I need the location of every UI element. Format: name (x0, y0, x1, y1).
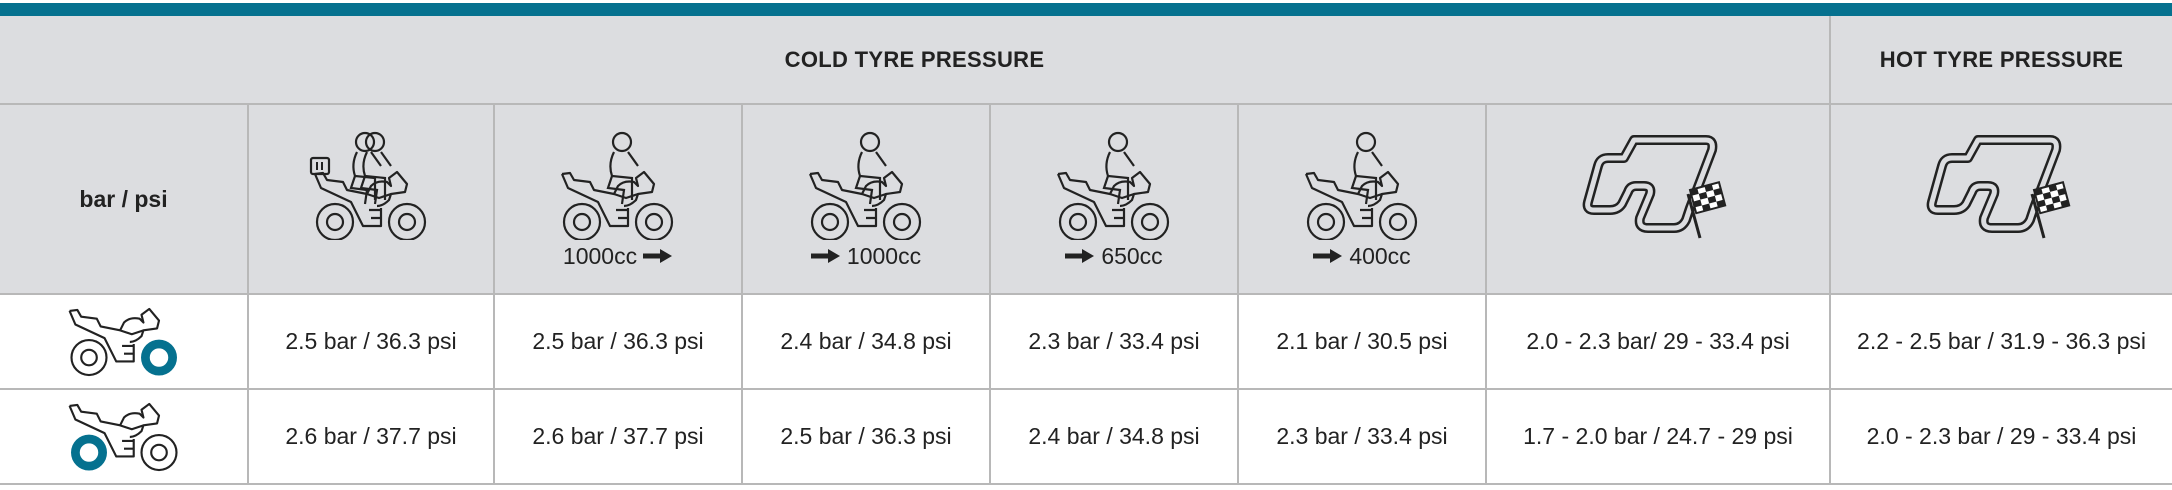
engine-size-caption: 400cc (1239, 242, 1485, 270)
engine-size-label: 1000cc (846, 242, 922, 269)
column-header-7 (1829, 103, 2172, 295)
pressure-value: 2.0 - 2.3 bar/ 29 - 33.4 psi (1484, 293, 1832, 390)
motorcycle-rider-icon (743, 128, 989, 240)
tyre-pressure-table: COLD TYRE PRESSURE HOT TYRE PRESSURE bar… (0, 16, 2172, 485)
arrow-right-icon (810, 249, 840, 263)
engine-size-caption: 650cc (991, 242, 1237, 270)
arrow-right-icon (643, 249, 673, 263)
pressure-value: 2.5 bar / 36.3 psi (247, 293, 495, 390)
arrow-right-icon (1065, 249, 1095, 263)
pressure-value: 2.3 bar / 33.4 psi (1237, 388, 1487, 485)
engine-size-caption: 1000cc (743, 242, 989, 270)
unit-label: bar / psi (0, 103, 249, 295)
top-accent-bar (0, 3, 2172, 16)
row-icon-cell (0, 388, 249, 485)
pressure-value: 2.5 bar / 36.3 psi (741, 388, 991, 485)
arrow-right-icon (1313, 249, 1343, 263)
group-header-row: COLD TYRE PRESSURE HOT TYRE PRESSURE (0, 16, 2172, 105)
race-track-flag-icon (1487, 128, 1829, 240)
pressure-value: 2.6 bar / 37.7 psi (247, 388, 495, 485)
motorcycle-touring-two-riders-luggage-icon (249, 128, 493, 240)
icon-header-row: bar / psi 1000cc 1000cc 650cc 400cc (0, 103, 2172, 295)
race-track-flag-icon (1831, 128, 2172, 240)
engine-size-label: 650cc (1101, 242, 1163, 269)
column-header-1 (247, 103, 495, 295)
pressure-value: 2.1 bar / 30.5 psi (1237, 293, 1487, 390)
pressure-value: 2.2 - 2.5 bar / 31.9 - 36.3 psi (1829, 293, 2172, 390)
pressure-value: 2.4 bar / 34.8 psi (741, 293, 991, 390)
pressure-value: 1.7 - 2.0 bar / 24.7 - 29 psi (1484, 388, 1832, 485)
column-header-2: 1000cc (493, 103, 743, 295)
column-header-5: 400cc (1237, 103, 1487, 295)
pressure-value: 2.3 bar / 33.4 psi (989, 293, 1239, 390)
table-row: 2.6 bar / 37.7 psi 2.6 bar / 37.7 psi 2.5 … (0, 388, 2172, 485)
column-header-3: 1000cc (741, 103, 991, 295)
table-row: 2.5 bar / 36.3 psi 2.5 bar / 36.3 psi 2.4 … (0, 293, 2172, 390)
pressure-value: 2.6 bar / 37.7 psi (493, 388, 743, 485)
cold-tyre-pressure-header: COLD TYRE PRESSURE (0, 16, 1832, 105)
motorcycle-rider-icon (495, 128, 741, 240)
column-header-4: 650cc (989, 103, 1239, 295)
engine-size-label: 400cc (1349, 242, 1411, 269)
motorcycle-rider-icon (1239, 128, 1485, 240)
motorcycle-rider-icon (991, 128, 1237, 240)
pressure-value: 2.4 bar / 34.8 psi (989, 388, 1239, 485)
motorcycle-rear-tyre-icon (0, 402, 247, 472)
motorcycle-front-tyre-icon (0, 307, 247, 377)
pressure-value: 2.0 - 2.3 bar / 29 - 33.4 psi (1829, 388, 2172, 485)
hot-tyre-pressure-header: HOT TYRE PRESSURE (1829, 16, 2172, 105)
engine-size-label: 1000cc (562, 242, 638, 269)
column-header-6 (1484, 103, 1832, 295)
pressure-value: 2.5 bar / 36.3 psi (493, 293, 743, 390)
row-icon-cell (0, 293, 249, 390)
engine-size-caption: 1000cc (495, 242, 741, 270)
